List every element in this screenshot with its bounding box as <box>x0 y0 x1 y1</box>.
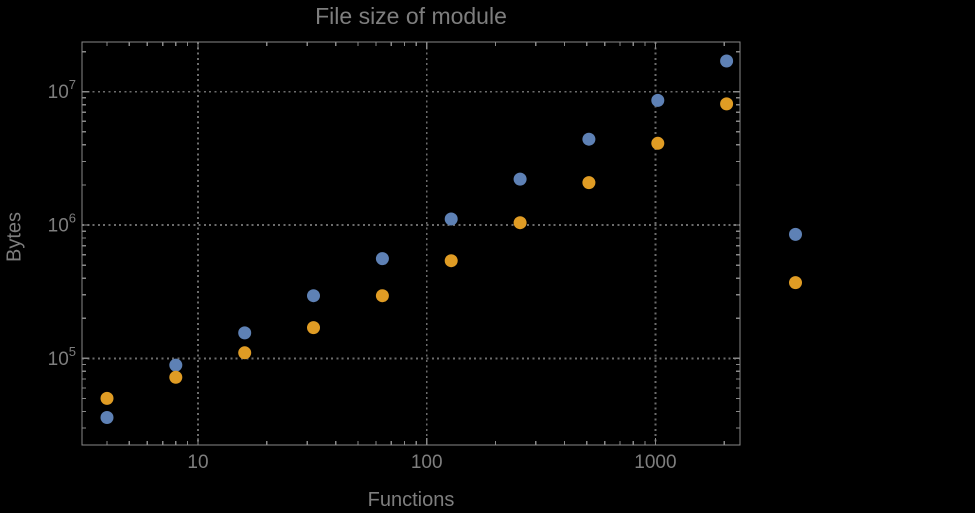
plot-frame <box>81 41 741 446</box>
data-point <box>651 93 665 107</box>
y-tick-label: 105 <box>48 344 76 370</box>
data-point <box>720 54 734 68</box>
data-point <box>238 346 252 360</box>
x-tick-label: 10 <box>187 452 208 473</box>
data-point <box>100 411 114 424</box>
data-point <box>789 276 802 290</box>
data-point <box>375 289 389 303</box>
x-axis-label: Functions <box>367 489 455 511</box>
x-tick-label: 100 <box>411 452 443 473</box>
x-tick-label: 1000 <box>634 452 676 473</box>
data-point <box>375 252 389 266</box>
data-point <box>307 321 320 335</box>
data-point <box>169 358 183 372</box>
y-tick-label: 107 <box>48 77 76 103</box>
chart-title: File size of module <box>315 3 507 29</box>
y-tick-label: 106 <box>48 211 76 237</box>
data-point <box>789 227 802 241</box>
data-point <box>582 176 596 190</box>
data-point <box>513 216 527 230</box>
data-point <box>238 326 252 340</box>
data-point <box>513 172 527 186</box>
data-point <box>307 289 320 303</box>
data-point <box>444 212 458 226</box>
data-point <box>169 370 183 384</box>
data-point <box>582 132 596 146</box>
data-point <box>651 136 665 150</box>
data-point <box>444 254 458 268</box>
data-point <box>720 97 734 111</box>
data-point <box>100 391 114 405</box>
